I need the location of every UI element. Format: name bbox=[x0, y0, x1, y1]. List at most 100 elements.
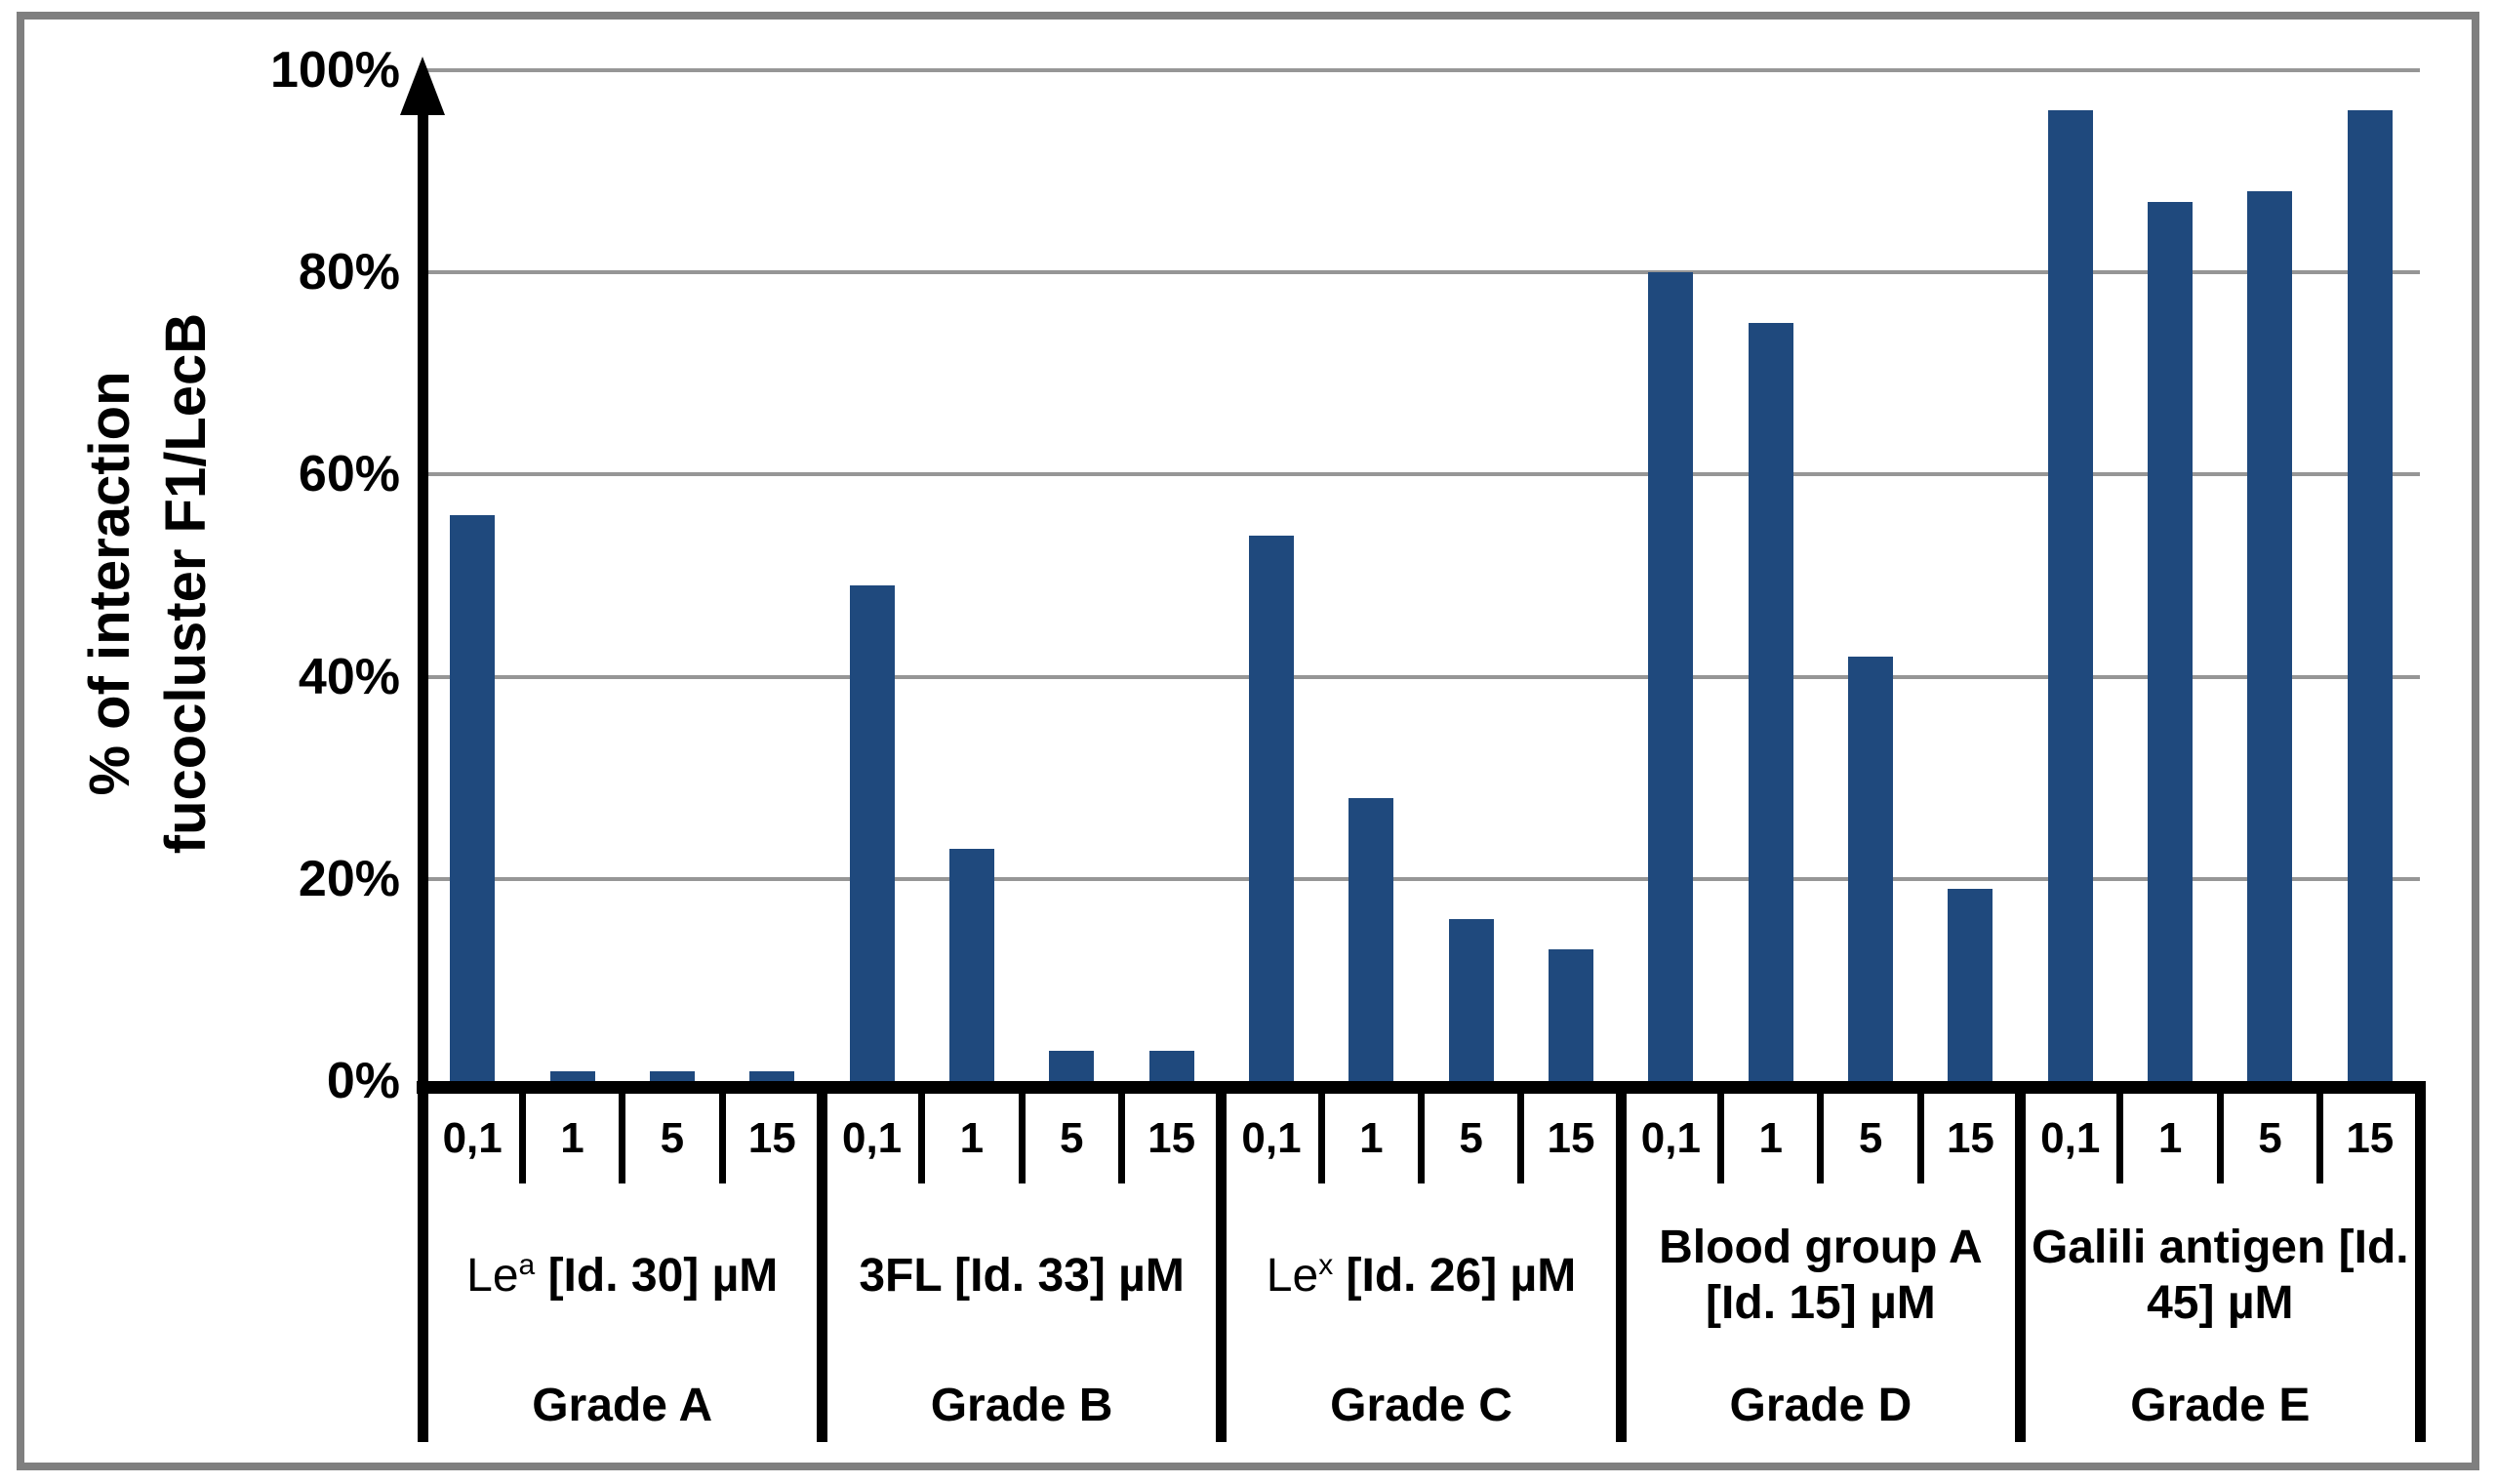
gridline bbox=[423, 674, 2420, 679]
tick-separator bbox=[619, 1094, 626, 1183]
bar bbox=[1448, 919, 1494, 1081]
concentration-label: 0,1 bbox=[1241, 1114, 1302, 1162]
compound-label: Galili antigen [Id. 45] µM bbox=[2029, 1183, 2412, 1369]
tick-separator bbox=[1418, 1094, 1425, 1183]
y-tick-label: 60% bbox=[298, 446, 400, 503]
bar bbox=[1148, 1051, 1194, 1081]
compound-pre: Le bbox=[466, 1249, 519, 1302]
concentration-label: 0,1 bbox=[841, 1114, 903, 1162]
compound-label: Lex [Id. 26] µM bbox=[1229, 1183, 1613, 1369]
tick-separator bbox=[918, 1094, 926, 1183]
tick-separator bbox=[1717, 1094, 1725, 1183]
compound-pre: Le bbox=[1266, 1249, 1319, 1302]
tick-separator bbox=[518, 1094, 526, 1183]
compound-label: Lea [Id. 30] µM bbox=[430, 1183, 814, 1369]
tick-separator bbox=[1817, 1094, 1825, 1183]
concentration-label: 15 bbox=[1946, 1114, 1994, 1162]
bar bbox=[2247, 191, 2293, 1081]
tick-separator bbox=[2316, 1094, 2324, 1183]
concentration-label: 5 bbox=[2258, 1114, 2282, 1162]
bar bbox=[1349, 798, 1394, 1081]
y-tick-label: 100% bbox=[270, 42, 400, 99]
tick-separator bbox=[2216, 1094, 2224, 1183]
tick-separator bbox=[1916, 1094, 1924, 1183]
gridline bbox=[423, 270, 2420, 275]
group-separator bbox=[816, 1081, 827, 1442]
concentration-label: 15 bbox=[1147, 1114, 1196, 1162]
group-separator bbox=[417, 1081, 428, 1442]
concentration-label: 5 bbox=[1459, 1114, 1483, 1162]
group-separator bbox=[2015, 1081, 2027, 1442]
grade-label: Grade D bbox=[1729, 1380, 1912, 1431]
y-axis-title-line1: % of interaction bbox=[78, 371, 141, 796]
compound-post: Blood group A [Id. 15] µM bbox=[1659, 1222, 1983, 1329]
bar bbox=[649, 1071, 695, 1081]
concentration-label: 15 bbox=[2346, 1114, 2395, 1162]
y-tick-label: 0% bbox=[326, 1053, 400, 1109]
gridline bbox=[423, 876, 2420, 881]
compound-post: 3FL [Id. 33] µM bbox=[859, 1249, 1185, 1302]
compound-sup: x bbox=[1318, 1248, 1334, 1281]
bar bbox=[1648, 272, 1694, 1081]
bar bbox=[2047, 110, 2093, 1081]
concentration-label: 15 bbox=[1547, 1114, 1595, 1162]
tick-separator bbox=[1517, 1094, 1525, 1183]
concentration-label: 15 bbox=[747, 1114, 796, 1162]
concentration-label: 0,1 bbox=[1640, 1114, 1701, 1162]
y-axis-line bbox=[418, 90, 428, 1094]
figure-border bbox=[17, 12, 2479, 1470]
concentration-label: 1 bbox=[560, 1114, 584, 1162]
concentration-label: 1 bbox=[2157, 1114, 2183, 1162]
bar bbox=[1948, 889, 1993, 1081]
bar bbox=[450, 515, 496, 1081]
grade-label: Grade A bbox=[532, 1380, 713, 1431]
concentration-label: 5 bbox=[660, 1114, 685, 1162]
y-tick-label: 80% bbox=[298, 244, 400, 301]
bar bbox=[1748, 323, 1793, 1081]
x-axis-line bbox=[417, 1081, 2420, 1094]
group-separator bbox=[1615, 1081, 1627, 1442]
concentration-label: 0,1 bbox=[442, 1114, 503, 1162]
gridline bbox=[423, 68, 2420, 72]
compound-post: [Id. 30] µM bbox=[535, 1249, 779, 1302]
compound-label-text: Lea [Id. 30] µM bbox=[466, 1249, 778, 1304]
bar bbox=[1549, 949, 1594, 1081]
compound-label: 3FL [Id. 33] µM bbox=[829, 1183, 1213, 1369]
gridline bbox=[423, 472, 2420, 477]
bar bbox=[948, 849, 994, 1081]
y-tick-label: 20% bbox=[298, 850, 400, 907]
y-axis-arrowhead-icon bbox=[400, 57, 445, 115]
bar bbox=[749, 1071, 795, 1081]
bar bbox=[1848, 657, 1894, 1081]
concentration-label: 1 bbox=[1359, 1114, 1384, 1162]
concentration-label: 1 bbox=[1758, 1114, 1783, 1162]
grade-label: Grade B bbox=[930, 1380, 1113, 1431]
y-axis-title: % of interaction fucocluster F1/LecB bbox=[72, 313, 224, 854]
bar bbox=[2347, 110, 2393, 1081]
bar bbox=[2148, 202, 2194, 1081]
compound-label-text: Blood group A [Id. 15] µM bbox=[1629, 1221, 2012, 1331]
compound-post: Galili antigen [Id. 45] µM bbox=[2031, 1222, 2409, 1329]
tick-separator bbox=[1117, 1094, 1125, 1183]
tick-separator bbox=[2116, 1094, 2124, 1183]
group-separator bbox=[1216, 1081, 1228, 1442]
concentration-label: 5 bbox=[1060, 1114, 1084, 1162]
tick-separator bbox=[1317, 1094, 1325, 1183]
bar bbox=[1248, 536, 1294, 1081]
concentration-label: 1 bbox=[959, 1114, 985, 1162]
bar bbox=[1049, 1051, 1095, 1081]
group-separator bbox=[2414, 1081, 2426, 1442]
compound-sup: a bbox=[518, 1248, 536, 1281]
concentration-label: 5 bbox=[1858, 1114, 1883, 1162]
compound-label-text: Lex [Id. 26] µM bbox=[1267, 1249, 1576, 1304]
bar bbox=[849, 585, 895, 1081]
compound-label-text: 3FL [Id. 33] µM bbox=[859, 1249, 1184, 1304]
tick-separator bbox=[718, 1094, 726, 1183]
y-tick-label: 40% bbox=[298, 648, 400, 705]
compound-post: [Id. 26] µM bbox=[1333, 1249, 1577, 1302]
concentration-label: 0,1 bbox=[2040, 1114, 2101, 1162]
tick-separator bbox=[1018, 1094, 1026, 1183]
y-axis-title-line2: fucocluster F1/LecB bbox=[154, 312, 218, 855]
compound-label-text: Galili antigen [Id. 45] µM bbox=[2029, 1221, 2412, 1331]
